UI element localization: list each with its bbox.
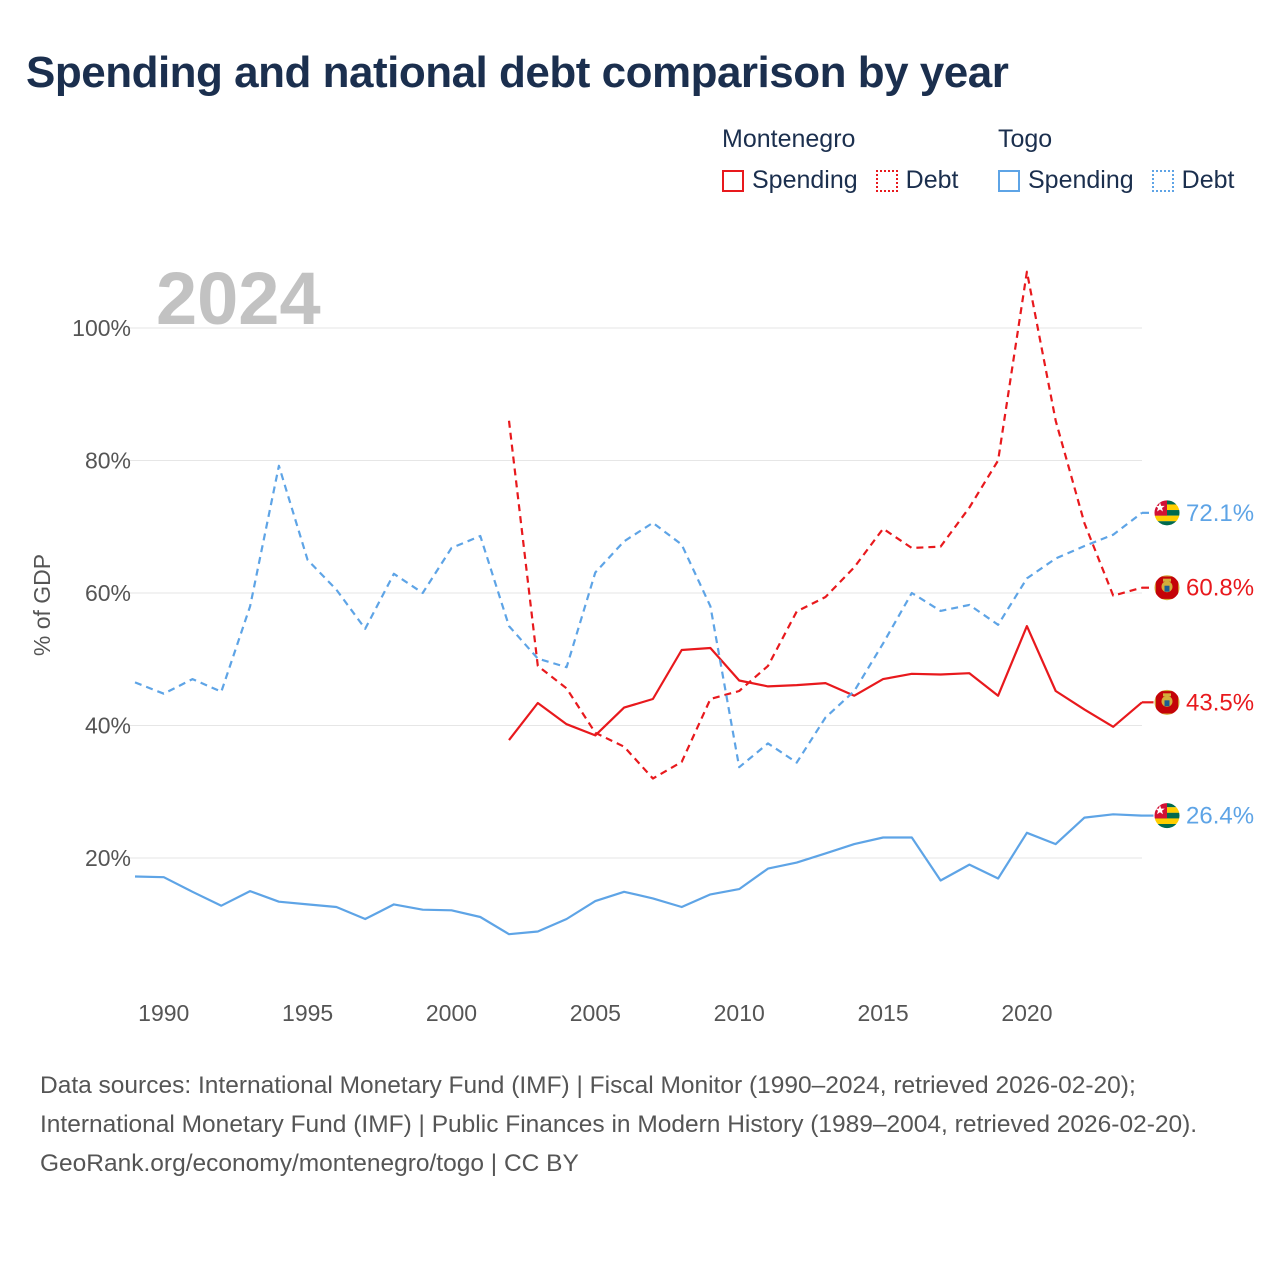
- legend-group-montenegro: Montenegro Spending Debt: [722, 124, 976, 195]
- legend-country-togo: Togo: [998, 125, 1053, 153]
- y-tick-label: 100%: [72, 315, 131, 341]
- togo-flag-icon: [1153, 802, 1181, 830]
- x-tick-label: 2020: [1001, 1000, 1052, 1026]
- y-tick-label: 80%: [85, 448, 131, 474]
- legend-swatch-dotted-icon: [1151, 169, 1174, 192]
- end-value-label: 43.5%: [1186, 689, 1254, 716]
- end-value-label: 26.4%: [1186, 803, 1254, 830]
- legend-togo-debt[interactable]: Debt: [1151, 166, 1235, 195]
- legend-label: Debt: [1181, 166, 1235, 194]
- legend-montenegro-spending[interactable]: Spending: [722, 166, 858, 195]
- montenegro-debt-line[interactable]: [507, 270, 1143, 780]
- legend-group-togo: Togo Spending Debt: [998, 124, 1234, 195]
- end-value-label: 72.1%: [1186, 500, 1254, 527]
- chart-title: Spending and national debt comparison by…: [26, 48, 1009, 97]
- year-label: 2024: [156, 257, 321, 340]
- y-tick-label: 20%: [85, 845, 131, 871]
- y-tick-label: 60%: [85, 580, 131, 606]
- x-tick-label: 2010: [714, 1000, 765, 1026]
- togo-debt-line[interactable]: [134, 464, 1143, 769]
- togo-spending-line[interactable]: [134, 813, 1143, 936]
- x-tick-label: 1995: [282, 1000, 333, 1026]
- legend-label: Spending: [1028, 166, 1134, 194]
- legend-label: Debt: [905, 166, 959, 194]
- legend-swatch-dotted-icon: [875, 169, 898, 192]
- montenegro-flag-icon: [1153, 574, 1181, 602]
- end-value-label: 60.8%: [1186, 575, 1254, 602]
- footer: Data sources: International Monetary Fun…: [40, 1066, 1240, 1183]
- x-tick-label: 2005: [570, 1000, 621, 1026]
- x-tick-label: 2000: [426, 1000, 477, 1026]
- credit-link[interactable]: GeoRank.org/economy/montenegro/togo | CC…: [40, 1150, 579, 1177]
- legend-country-montenegro: Montenegro: [722, 125, 856, 153]
- x-tick-label: 2015: [857, 1000, 908, 1026]
- montenegro-spending-line[interactable]: [508, 624, 1143, 741]
- togo-flag-icon: [1153, 499, 1181, 527]
- data-sources: Data sources: International Monetary Fun…: [40, 1072, 1198, 1138]
- legend-swatch-solid-icon: [998, 169, 1020, 192]
- legend-swatch-solid-icon: [722, 169, 744, 192]
- y-tick-label: 40%: [85, 713, 131, 739]
- chart-canvas: 2024 % of GDP 20% 40% 60% 80% 100% 1990 1995 2…: [29, 257, 1254, 1026]
- y-axis-label: % of GDP: [29, 554, 55, 656]
- montenegro-flag-icon: [1153, 688, 1181, 716]
- legend-label: Spending: [752, 166, 858, 194]
- legend-togo-spending[interactable]: Spending: [998, 166, 1134, 195]
- x-tick-label: 1990: [138, 1000, 189, 1026]
- legend-montenegro-debt[interactable]: Debt: [875, 166, 959, 195]
